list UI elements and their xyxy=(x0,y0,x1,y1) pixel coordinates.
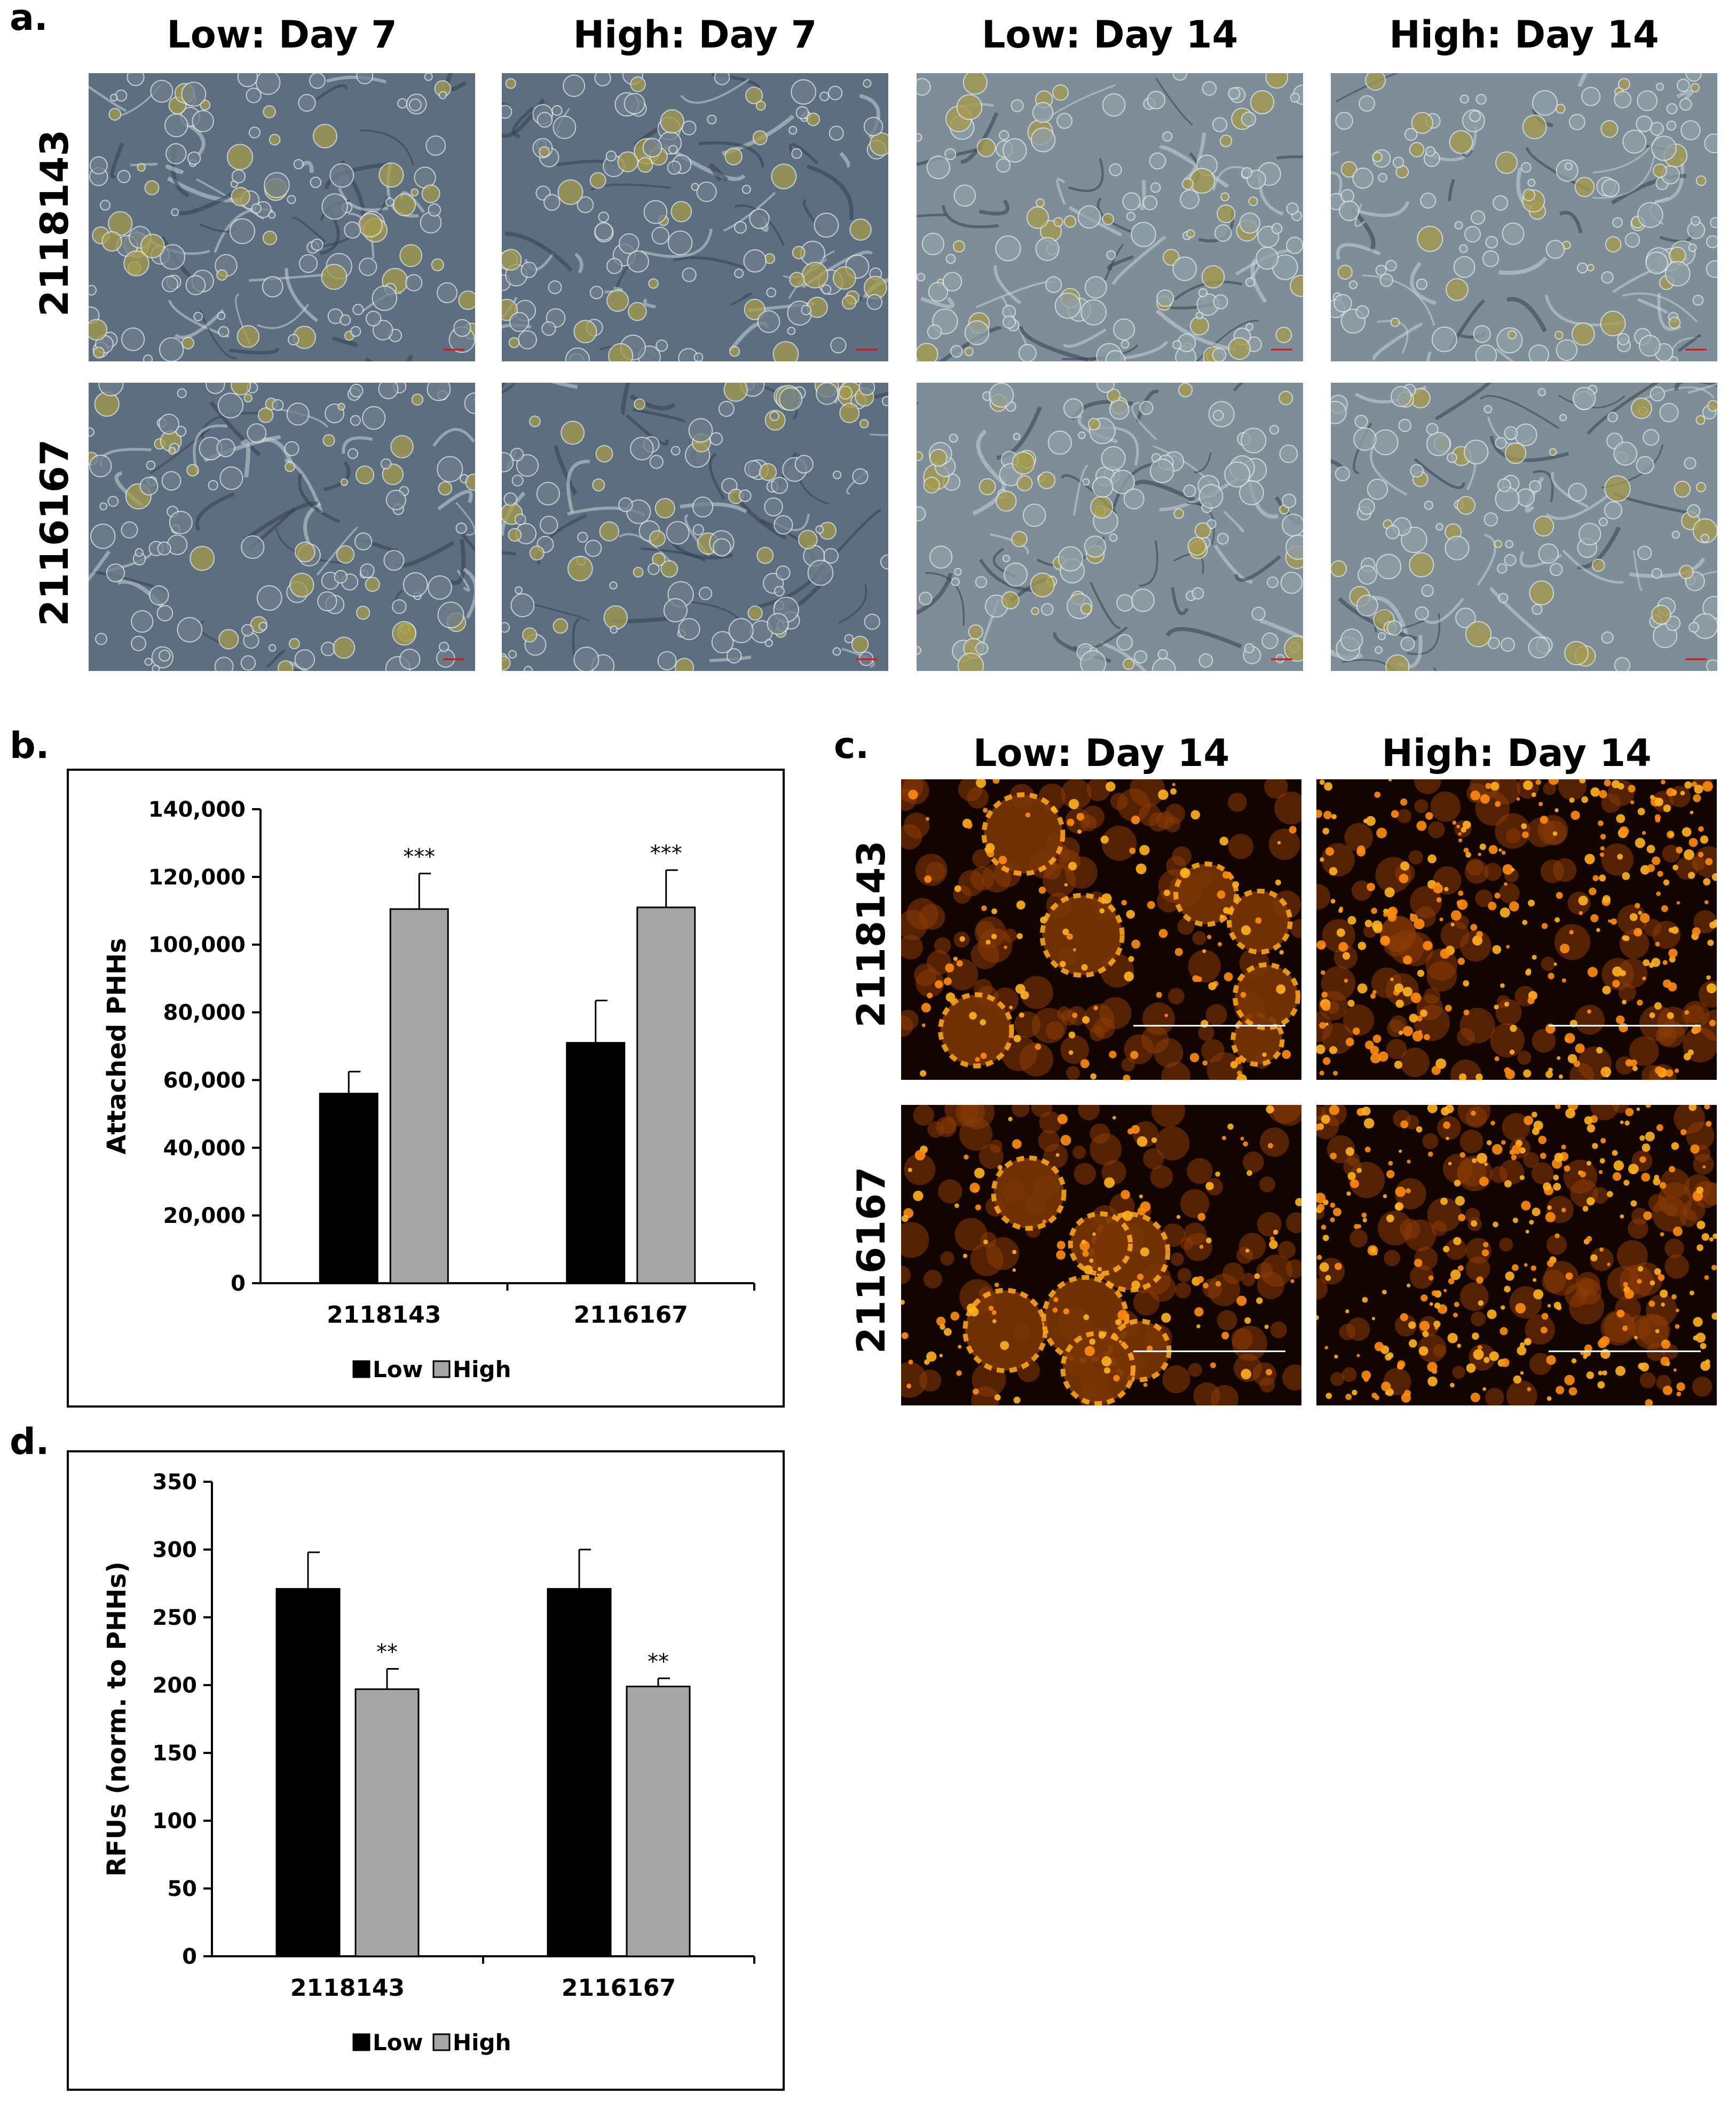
y-axis-label: RFUs (norm. to PHHs) xyxy=(102,1561,132,1876)
phase-contrast-micrograph xyxy=(917,383,1303,671)
panel-a-label: a. xyxy=(10,0,48,39)
phase-contrast-micrograph xyxy=(1331,383,1717,671)
y-tick-label: 80,000 xyxy=(163,1001,246,1025)
significance-marker: ** xyxy=(648,1649,669,1674)
bar-high-2116167 xyxy=(626,1686,691,1957)
panel-a-row-label: 2116167 xyxy=(32,439,77,627)
legend-label-high: High xyxy=(453,1356,511,1382)
y-tick-label: 20,000 xyxy=(163,1204,246,1228)
x-category-label: 2116167 xyxy=(562,1974,676,2002)
bar-high-2118143 xyxy=(389,908,449,1284)
y-axis-label: Attached PHHs xyxy=(102,938,132,1155)
phase-contrast-micrograph xyxy=(89,73,475,361)
bar-low-2116167 xyxy=(547,1588,612,1957)
fluorescence-micrograph xyxy=(901,1105,1301,1405)
legend-swatch-low xyxy=(352,2033,370,2051)
fluorescence-micrograph xyxy=(1316,779,1717,1080)
phase-contrast-micrograph xyxy=(502,383,888,671)
legend-label-high: High xyxy=(453,2029,511,2056)
legend-swatch-high xyxy=(432,1360,451,1378)
y-tick-label: 0 xyxy=(231,1271,246,1296)
y-tick-label: 250 xyxy=(153,1606,198,1630)
y-tick-label: 0 xyxy=(182,1945,197,1969)
phase-contrast-micrograph xyxy=(89,383,475,671)
fluorescence-micrograph xyxy=(901,779,1301,1080)
panel-a-column-header: High: Day 14 xyxy=(1389,13,1659,57)
y-tick-label: 50 xyxy=(167,1877,197,1901)
bar-chart-attached-phhs: 0 20,000 40,000 60,000 80,000 100,000 120,000 1… xyxy=(102,797,755,1382)
x-category-label: 2118143 xyxy=(290,1974,405,2002)
legend-swatch-low xyxy=(352,1360,370,1378)
phase-contrast-micrograph xyxy=(917,73,1303,361)
legend-label-low: Low xyxy=(373,1356,423,1382)
panel-a-row-label: 2118143 xyxy=(32,129,77,317)
bar-high-2118143 xyxy=(354,1688,420,1957)
panel-b-label: b. xyxy=(10,725,50,767)
panel-d-label: d. xyxy=(10,1421,50,1463)
panel-c-label: c. xyxy=(834,725,870,767)
y-tick-label: 40,000 xyxy=(163,1136,246,1160)
x-category-label: 2118143 xyxy=(327,1301,441,1329)
bar-high-2116167 xyxy=(636,906,696,1284)
bar-low-2116167 xyxy=(566,1042,626,1284)
panel-a-column-header: Low: Day 14 xyxy=(981,13,1238,57)
legend-label-low: Low xyxy=(373,2029,423,2056)
y-tick-label: 100 xyxy=(153,1809,198,1834)
x-category-label: 2116167 xyxy=(574,1301,688,1329)
panel-a-column-header: High: Day 7 xyxy=(573,13,817,57)
bar-low-2118143 xyxy=(275,1588,341,1957)
y-tick-label: 300 xyxy=(153,1538,198,1562)
bar-chart-rfus: 0 50 100 150 200 250 300 350 RFUs (norm. to PHHs… xyxy=(102,1470,755,2056)
panel-c-row-label: 2116167 xyxy=(849,1166,894,1354)
y-tick-label: 350 xyxy=(153,1470,198,1495)
phase-contrast-micrograph xyxy=(502,73,888,361)
y-tick-label: 150 xyxy=(153,1741,198,1766)
panel-c-column-header: Low: Day 14 xyxy=(973,731,1230,775)
panel-c-column-header: High: Day 14 xyxy=(1382,731,1652,775)
significance-marker: *** xyxy=(650,841,682,866)
fluorescence-micrograph xyxy=(1316,1105,1717,1405)
y-tick-label: 120,000 xyxy=(148,865,246,890)
y-tick-label: 100,000 xyxy=(148,933,246,958)
bar-low-2118143 xyxy=(319,1093,378,1284)
y-tick-label: 200 xyxy=(153,1673,198,1698)
y-tick-label: 60,000 xyxy=(163,1068,246,1093)
panel-c-row-label: 2118143 xyxy=(849,840,894,1028)
legend-swatch-high xyxy=(432,2033,451,2051)
significance-marker: *** xyxy=(403,845,435,870)
significance-marker: ** xyxy=(376,1640,398,1665)
y-tick-label: 140,000 xyxy=(148,797,246,822)
panel-a-column-header: Low: Day 7 xyxy=(167,13,397,57)
phase-contrast-micrograph xyxy=(1331,73,1717,361)
